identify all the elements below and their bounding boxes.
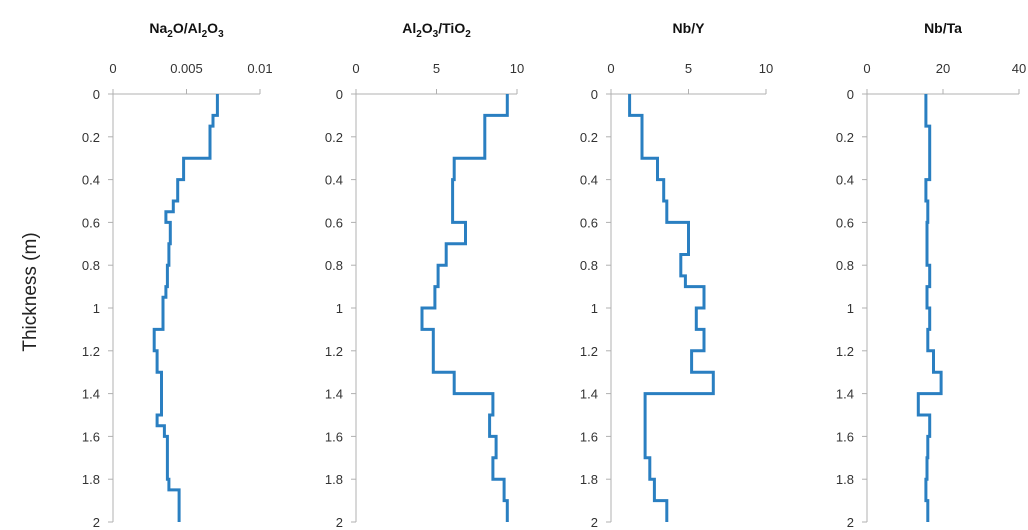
panel-1-y-tick-label: 0.8 [82,258,100,273]
panel-4-y-tick-label: 1.6 [836,429,854,444]
panel-2-y-tick-label: 1.4 [325,387,343,402]
panel-3-title-part: Nb/Y [673,20,706,36]
panel-1-title-part: 2 [202,29,208,40]
panel-2-title-part: 2 [416,29,422,40]
panel-1-y-tick-label: 0 [93,87,100,102]
panel-2-y-tick-label: 0.6 [325,215,343,230]
panel-2-title-part: O [422,20,433,36]
panel-2-y-tick-label: 2 [336,515,343,530]
panel-1-y-tick-label: 1.2 [82,344,100,359]
panel-2-y-tick-label: 0.4 [325,173,343,188]
panel-1-y-tick-label: 1.4 [82,387,100,402]
panel-4-y-tick-label: 1.2 [836,344,854,359]
panel-4-series-line [916,94,943,522]
panel-4-title: Nb/Ta [924,20,962,36]
panel-1-title-part: 2 [167,29,173,40]
panel-1-title-part: O [207,20,218,36]
panel-1-x-tick-label: 0.01 [247,61,272,76]
panel-1-title: Na2O/Al2O3 [149,20,224,40]
panel-4-y-tick-label: 1.8 [836,472,854,487]
panel-2-y-tick-label: 1 [336,301,343,316]
panel-4-y-tick-label: 0.6 [836,215,854,230]
panel-3-x-tick-label: 0 [607,61,614,76]
panel-4-y-tick-label: 1 [847,301,854,316]
panel-4-title-part: Nb/Ta [924,20,962,36]
panel-4-y-tick-label: 0.8 [836,258,854,273]
panel-2-title-part: Al [402,20,416,36]
panel-4-x-tick-label: 40 [1012,61,1026,76]
panel-2-y-tick-label: 0 [336,87,343,102]
panel-4-y-tick-label: 1.4 [836,387,854,402]
panel-4-y-tick-label: 0 [847,87,854,102]
panel-4-x-tick-label: 20 [936,61,950,76]
panel-3-y-tick-label: 0.6 [580,215,598,230]
panel-1-y-tick-label: 0.6 [82,215,100,230]
panel-2-title-part: 2 [465,29,471,40]
panel-1-series-line [152,94,219,522]
panel-3-x-tick-label: 10 [759,61,773,76]
panel-2-x-tick-label: 10 [510,61,524,76]
panel-3-y-tick-label: 0 [591,87,598,102]
panel-1-y-tick-label: 1.6 [82,429,100,444]
panel-3-y-tick-label: 1.6 [580,429,598,444]
panel-3-x-tick-label: 5 [685,61,692,76]
panel-1-x-tick-label: 0.005 [170,61,203,76]
panel-2-y-tick-label: 0.2 [325,130,343,145]
panel-1-title-part: 3 [218,29,224,40]
panel-2-y-tick-label: 1.8 [325,472,343,487]
panel-1-title-part: Na [149,20,167,36]
panel-4-y-tick-label: 2 [847,515,854,530]
panel-2-y-tick-label: 1.6 [325,429,343,444]
figure-ylabel: Thickness (m) [20,232,41,351]
panel-3-y-tick-label: 2 [591,515,598,530]
panel-2-x-tick-label: 5 [433,61,440,76]
panel-1-y-tick-label: 0.4 [82,173,100,188]
panel-1-x-tick-label: 0 [109,61,116,76]
panel-1-y-tick-label: 2 [93,515,100,530]
panel-2-x-tick-label: 0 [352,61,359,76]
panel-3-y-tick-label: 0.2 [580,130,598,145]
panel-2-y-tick-label: 0.8 [325,258,343,273]
panel-3-y-tick-label: 0.8 [580,258,598,273]
panel-2-title: Al2O3/TiO2 [402,20,471,40]
panel-2-title-part: /TiO [438,20,465,36]
panel-3-y-tick-label: 0.4 [580,173,598,188]
panel-2-title-part: 3 [433,29,439,40]
panel-4-y-tick-label: 0.4 [836,173,854,188]
panel-2-series-line [420,94,509,522]
panel-1-y-tick-label: 1 [93,301,100,316]
panel-3-y-tick-label: 1.4 [580,387,598,402]
panel-1-y-tick-label: 0.2 [82,130,100,145]
panel-3-title: Nb/Y [673,20,706,36]
panel-3-y-tick-label: 1 [591,301,598,316]
panel-3-y-tick-label: 1.8 [580,472,598,487]
panel-1-title-part: O/Al [173,20,202,36]
panel-4-x-tick-label: 0 [863,61,870,76]
panel-1-y-tick-label: 1.8 [82,472,100,487]
panel-2-y-tick-label: 1.2 [325,344,343,359]
panel-4-y-tick-label: 0.2 [836,130,854,145]
panel-3-series-line [628,94,715,522]
panel-3-y-tick-label: 1.2 [580,344,598,359]
